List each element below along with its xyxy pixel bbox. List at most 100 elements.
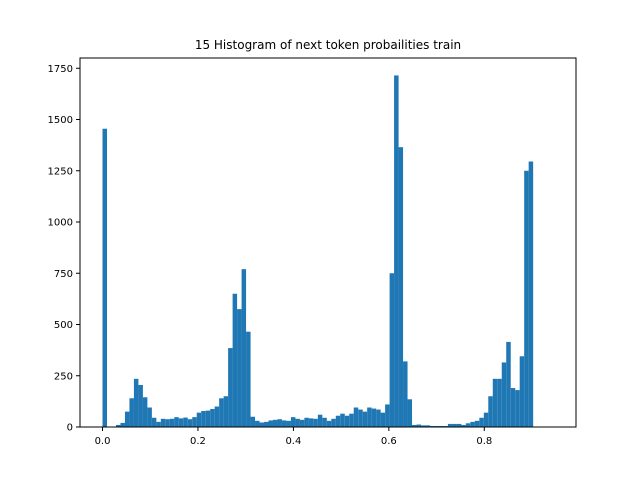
- histogram-bar: [353, 407, 359, 427]
- histogram-bar: [290, 417, 296, 427]
- histogram-bar: [151, 417, 157, 427]
- histogram-bar: [210, 408, 215, 427]
- histogram-bar: [452, 423, 457, 427]
- histogram-bar: [286, 420, 291, 427]
- histogram-bar: [447, 423, 453, 427]
- histogram-bar: [376, 409, 381, 427]
- histogram-bar: [246, 331, 251, 427]
- histogram-bar: [295, 418, 300, 427]
- histogram-bar: [120, 422, 125, 427]
- histogram-bar: [515, 390, 520, 427]
- histogram-bar: [385, 404, 390, 427]
- histogram-bar: [358, 409, 363, 427]
- histogram-bar: [228, 348, 233, 427]
- histogram-bar: [344, 415, 350, 427]
- histogram-bar: [429, 425, 435, 427]
- histogram-bar: [380, 412, 386, 427]
- histogram-bar: [133, 378, 139, 427]
- y-tick-label: 750: [54, 269, 73, 280]
- histogram-bar: [479, 417, 484, 427]
- histogram-bar: [241, 269, 247, 427]
- histogram-bar: [124, 411, 130, 428]
- x-tick-label: 0.6: [381, 436, 397, 447]
- y-axis: 0 250 500 750 1000 1250 1500 1750: [48, 64, 80, 434]
- histogram-bar: [169, 418, 175, 427]
- histogram-bar: [407, 399, 413, 427]
- histogram-bar: [340, 413, 345, 427]
- histogram-bar: [443, 425, 448, 427]
- y-tick-label: 1250: [48, 166, 73, 177]
- histogram-bar: [434, 425, 439, 427]
- histogram-bar: [488, 396, 493, 427]
- histogram-bar: [232, 293, 238, 427]
- histogram-bar: [178, 418, 184, 427]
- histogram-bar: [510, 388, 516, 427]
- plot-area-frame: [79, 57, 577, 428]
- histogram-bar: [156, 421, 161, 428]
- histogram-bar: [362, 411, 368, 428]
- y-tick-label: 250: [54, 371, 73, 382]
- y-tick-label: 500: [54, 320, 73, 331]
- histogram-bar: [308, 418, 314, 427]
- histogram-bar: [317, 414, 323, 427]
- histogram-bar: [299, 419, 305, 427]
- histogram-bar: [331, 418, 336, 427]
- x-tick-label: 0.4: [285, 436, 301, 447]
- histogram-bar: [456, 423, 462, 427]
- histogram-bar: [219, 398, 224, 427]
- y-tick-label: 1500: [48, 115, 73, 126]
- histogram-bar: [412, 424, 417, 427]
- histogram-bar: [403, 361, 408, 427]
- x-axis: 0.0 0.2 0.4 0.6 0.8: [95, 427, 492, 447]
- x-tick-label: 0.8: [476, 436, 492, 447]
- histogram-bar: [349, 413, 354, 427]
- x-tick-label: 0.0: [95, 436, 111, 447]
- histogram-bar: [506, 341, 511, 427]
- histogram-bar: [264, 421, 269, 428]
- histogram-bar: [461, 424, 466, 427]
- histogram-bar: [214, 406, 220, 427]
- y-tick-label: 1750: [48, 64, 73, 75]
- histogram-bar: [272, 419, 278, 427]
- histogram-bar: [160, 418, 166, 427]
- histogram-bar: [367, 407, 372, 427]
- histogram-bar: [138, 384, 143, 427]
- histogram-bar: [438, 425, 444, 427]
- histogram-bar: [421, 425, 426, 427]
- histogram-bar: [326, 420, 332, 427]
- histogram-bar: [115, 424, 121, 427]
- y-tick-label: 1000: [48, 218, 73, 229]
- histogram-bar: [304, 417, 309, 427]
- histogram-bar: [394, 75, 399, 428]
- histogram-bar: [223, 396, 229, 427]
- histogram-bar: [277, 419, 282, 427]
- histogram-bar: [501, 362, 507, 427]
- histogram-bar: [322, 417, 327, 427]
- histogram-bar: [492, 378, 498, 427]
- histogram-bar: [255, 420, 260, 427]
- histogram-bar: [183, 417, 188, 427]
- histogram-bar: [281, 420, 287, 427]
- histogram-bar: [483, 412, 489, 427]
- y-tick-label: 0: [67, 423, 73, 434]
- bars-group: [102, 75, 534, 428]
- histogram-bar: [147, 407, 152, 427]
- histogram-bar: [187, 419, 193, 427]
- histogram-bar: [465, 423, 471, 427]
- histogram-bar: [416, 424, 422, 427]
- histogram-bar: [201, 411, 206, 427]
- histogram-bar: [470, 421, 475, 428]
- histogram-bar: [196, 412, 202, 427]
- histogram-bar: [474, 420, 480, 427]
- histogram-bar: [259, 422, 265, 427]
- histogram-bar: [237, 309, 242, 428]
- histogram-bar: [519, 356, 525, 427]
- histogram-bar: [398, 147, 404, 427]
- histogram-bar: [335, 415, 341, 427]
- histogram-bar: [129, 398, 134, 427]
- x-tick-label: 0.2: [190, 436, 206, 447]
- histogram-bar: [389, 273, 395, 427]
- histogram-bar: [524, 170, 529, 427]
- histogram-bar: [192, 417, 197, 427]
- histogram-bar: [497, 378, 502, 427]
